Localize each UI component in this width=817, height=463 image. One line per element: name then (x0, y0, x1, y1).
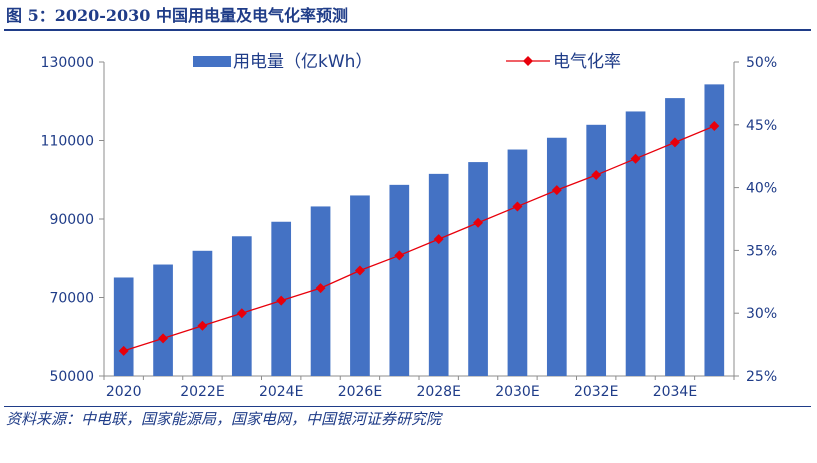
bar (704, 84, 725, 376)
line-marker (197, 320, 208, 331)
x-tick-label: 2028E (416, 384, 460, 400)
legend-swatch-marker (523, 56, 533, 66)
bar (389, 184, 410, 376)
line-series (123, 125, 715, 352)
line-marker (551, 185, 562, 196)
bar (468, 162, 488, 376)
line-marker (473, 217, 484, 228)
x-tick-label: 2020 (106, 384, 142, 400)
line-marker (669, 137, 680, 148)
line-marker (236, 308, 247, 319)
x-tick-label: 2022E (180, 384, 224, 400)
x-tick-label: 2026E (338, 384, 382, 400)
bar (546, 137, 567, 376)
figure-title: 图 5：2020-2030 中国用电量及电气化率预测 (6, 6, 348, 25)
right-tick-label: 35% (746, 243, 777, 259)
right-tick-label: 50% (746, 55, 777, 71)
line-marker (433, 234, 444, 245)
right-tick-label: 25% (746, 369, 777, 385)
left-tick-label: 110000 (41, 134, 94, 150)
line-marker (158, 333, 169, 344)
bar (192, 250, 213, 376)
x-tick-label: 2032E (574, 384, 618, 400)
bar (231, 236, 252, 376)
line-marker (276, 295, 287, 306)
plot-area: 50000 70000 90000 110000 130000 25% 30% 35% 40% 4… (41, 52, 778, 400)
line-marker (118, 345, 129, 356)
legend-label-line: 电气化率 (553, 52, 621, 72)
line-marker (354, 265, 365, 276)
right-tick-label: 30% (746, 306, 777, 322)
right-tick-label: 45% (746, 118, 777, 134)
bar (586, 124, 607, 376)
left-tick-label: 130000 (41, 55, 94, 71)
title-rule (4, 29, 811, 31)
bar (153, 264, 173, 376)
source-note: 资料来源：中电联，国家能源局，国家电网，中国银河证券研究院 (6, 410, 442, 428)
bar (625, 111, 646, 376)
bar (350, 195, 370, 376)
chart: 50000 70000 90000 110000 130000 25% 30% 35% 40% 4… (41, 52, 778, 400)
source-rule (4, 406, 811, 407)
line-marker (315, 283, 326, 294)
right-tick-label: 40% (746, 181, 777, 197)
left-tick-label: 90000 (49, 212, 94, 228)
x-tick-label: 2030E (495, 384, 539, 400)
bar (113, 277, 134, 376)
line-marker (394, 250, 405, 261)
bar (665, 98, 685, 377)
line-marker (709, 121, 720, 132)
legend-label-bar: 用电量（亿kWh） (233, 52, 372, 72)
x-tick-label: 2024E (259, 384, 303, 400)
left-tick-label: 70000 (49, 291, 94, 307)
line-marker (591, 170, 602, 181)
bar (428, 173, 449, 376)
x-tick-label: 2034E (653, 384, 697, 400)
line-marker (512, 201, 523, 212)
bar (507, 149, 528, 376)
legend-swatch-bar (193, 56, 231, 67)
line-marker (630, 153, 641, 164)
left-tick-label: 50000 (49, 369, 94, 385)
